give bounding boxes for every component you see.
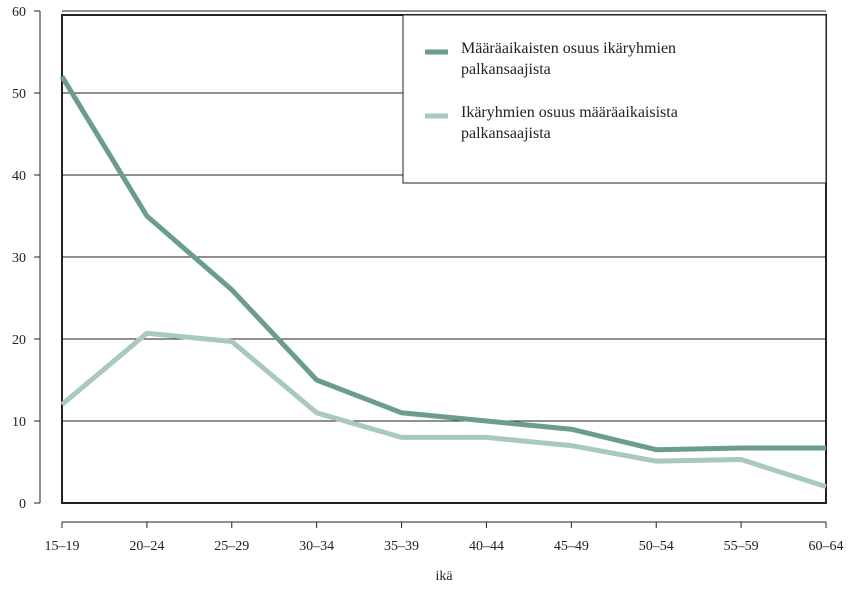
x-tick-label: 30–34 xyxy=(299,539,334,554)
x-tick-label: 25–29 xyxy=(214,539,249,554)
y-tick-label: 0 xyxy=(19,497,26,512)
x-axis-label: ikä xyxy=(435,569,453,584)
y-tick-label: 20 xyxy=(12,333,26,348)
x-tick-label: 60–64 xyxy=(809,539,844,554)
x-tick-label: 40–44 xyxy=(469,539,504,554)
x-tick-label: 50–54 xyxy=(639,539,674,554)
y-tick-label: 30 xyxy=(12,251,26,266)
data-line xyxy=(60,330,827,489)
y-tick-label: 50 xyxy=(12,87,26,102)
x-tick-label: 20–24 xyxy=(129,539,164,554)
y-tick-label: 10 xyxy=(12,415,26,430)
legend-label: Määräaikaisten osuus ikäryhmien palkansa… xyxy=(461,40,677,78)
x-tick-label: 15–19 xyxy=(45,539,80,554)
x-tick-label: 55–59 xyxy=(724,539,759,554)
legend-box xyxy=(402,14,827,184)
data-line xyxy=(59,75,826,453)
legend-label: Ikäryhmien osuus määräaikaisista palkans… xyxy=(461,104,678,142)
x-tick-label: 45–49 xyxy=(554,539,589,554)
x-tick-label: 35–39 xyxy=(384,539,419,554)
y-tick-label: 60 xyxy=(12,5,26,20)
y-tick-label: 40 xyxy=(12,169,26,184)
